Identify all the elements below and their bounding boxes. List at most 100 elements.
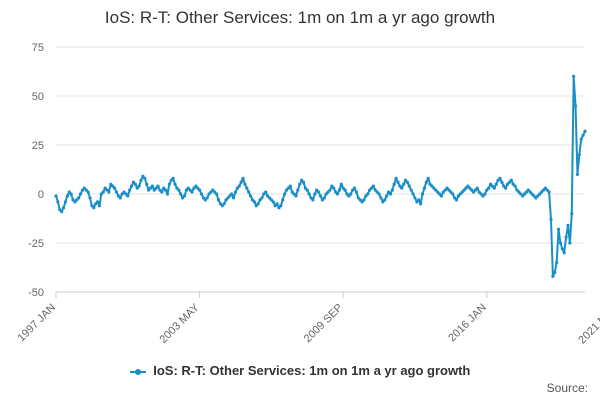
data-point[interactable] — [498, 176, 502, 180]
data-point[interactable] — [551, 274, 555, 278]
data-point[interactable] — [69, 192, 73, 196]
data-point[interactable] — [383, 198, 387, 202]
data-point[interactable] — [167, 182, 171, 186]
data-point[interactable] — [54, 194, 58, 198]
data-point[interactable] — [371, 184, 375, 188]
data-point[interactable] — [311, 198, 315, 202]
data-point[interactable] — [396, 180, 400, 184]
data-point[interactable] — [318, 194, 323, 198]
data-point[interactable] — [78, 192, 83, 196]
data-point[interactable] — [419, 202, 423, 206]
data-point[interactable] — [487, 186, 491, 190]
data-point[interactable] — [88, 196, 92, 200]
data-point[interactable] — [139, 178, 143, 182]
data-point[interactable] — [394, 176, 398, 180]
data-point[interactable] — [556, 227, 561, 231]
data-point[interactable] — [288, 184, 292, 188]
data-point[interactable] — [298, 182, 302, 186]
data-point[interactable] — [349, 192, 353, 196]
data-point[interactable] — [577, 153, 581, 157]
data-point[interactable] — [553, 270, 557, 274]
data-point[interactable] — [145, 182, 149, 186]
data-point[interactable] — [547, 190, 551, 194]
data-point[interactable] — [343, 188, 347, 192]
data-point[interactable] — [568, 241, 572, 245]
data-point[interactable] — [504, 186, 508, 190]
data-point[interactable] — [420, 192, 425, 196]
data-point[interactable] — [494, 182, 498, 186]
data-point[interactable] — [570, 212, 574, 216]
data-point[interactable] — [379, 196, 383, 200]
data-point[interactable] — [63, 200, 68, 204]
data-point[interactable] — [230, 192, 234, 196]
data-point[interactable] — [296, 188, 300, 192]
data-point[interactable] — [362, 198, 366, 202]
data-point[interactable] — [190, 190, 194, 194]
data-point[interactable] — [339, 182, 343, 186]
data-point[interactable] — [260, 196, 264, 200]
data-point[interactable] — [385, 194, 389, 198]
data-point[interactable] — [163, 188, 168, 192]
data-point[interactable] — [366, 192, 370, 196]
data-point[interactable] — [283, 192, 287, 196]
data-point[interactable] — [513, 184, 517, 188]
data-point[interactable] — [279, 204, 283, 208]
data-point[interactable] — [560, 247, 564, 251]
data-point[interactable] — [252, 200, 256, 204]
data-point[interactable] — [390, 188, 394, 192]
data-point[interactable] — [222, 202, 226, 206]
data-point[interactable] — [407, 184, 411, 188]
data-point[interactable] — [101, 190, 105, 194]
data-point[interactable] — [451, 192, 455, 196]
data-point[interactable] — [239, 180, 243, 184]
data-point[interactable] — [247, 190, 251, 194]
data-point[interactable] — [402, 182, 406, 186]
data-point[interactable] — [118, 196, 122, 200]
data-point[interactable] — [133, 182, 137, 186]
data-point[interactable] — [264, 190, 268, 194]
data-point[interactable] — [483, 192, 487, 196]
data-point[interactable] — [558, 241, 563, 245]
data-point[interactable] — [271, 200, 275, 204]
data-point[interactable] — [160, 190, 164, 194]
data-point[interactable] — [65, 194, 69, 198]
data-point[interactable] — [77, 196, 81, 200]
data-point[interactable] — [352, 186, 357, 190]
data-point[interactable] — [317, 190, 321, 194]
data-point[interactable] — [214, 192, 219, 196]
data-point[interactable] — [249, 194, 253, 198]
data-point[interactable] — [243, 182, 247, 186]
data-point[interactable] — [156, 184, 160, 188]
data-point[interactable] — [173, 182, 177, 186]
data-point[interactable] — [199, 192, 204, 196]
data-point[interactable] — [583, 129, 587, 133]
data-point[interactable] — [60, 210, 64, 214]
data-point[interactable] — [114, 190, 119, 194]
data-point[interactable] — [392, 182, 396, 186]
data-point[interactable] — [92, 206, 96, 210]
data-point[interactable] — [126, 194, 130, 198]
legend[interactable]: IoS: R-T: Other Services: 1m on 1m a yr … — [0, 363, 600, 378]
data-point[interactable] — [500, 180, 504, 184]
data-point[interactable] — [400, 186, 404, 190]
data-point[interactable] — [439, 194, 444, 198]
data-point[interactable] — [509, 178, 513, 182]
data-point[interactable] — [335, 192, 340, 196]
data-point[interactable] — [572, 74, 576, 78]
data-point[interactable] — [231, 196, 236, 200]
data-point[interactable] — [237, 184, 241, 188]
data-point[interactable] — [143, 176, 147, 180]
data-point[interactable] — [112, 186, 117, 190]
data-point[interactable] — [128, 188, 132, 192]
data-point[interactable] — [322, 196, 326, 200]
data-point[interactable] — [305, 188, 309, 192]
data-point[interactable] — [177, 188, 181, 192]
data-point[interactable] — [549, 217, 553, 222]
data-point[interactable] — [555, 261, 559, 265]
data-point[interactable] — [281, 198, 285, 202]
data-point[interactable] — [171, 176, 175, 180]
data-point[interactable] — [245, 186, 249, 190]
data-point[interactable] — [354, 190, 358, 194]
data-point[interactable] — [97, 204, 102, 208]
data-point[interactable] — [61, 206, 66, 210]
